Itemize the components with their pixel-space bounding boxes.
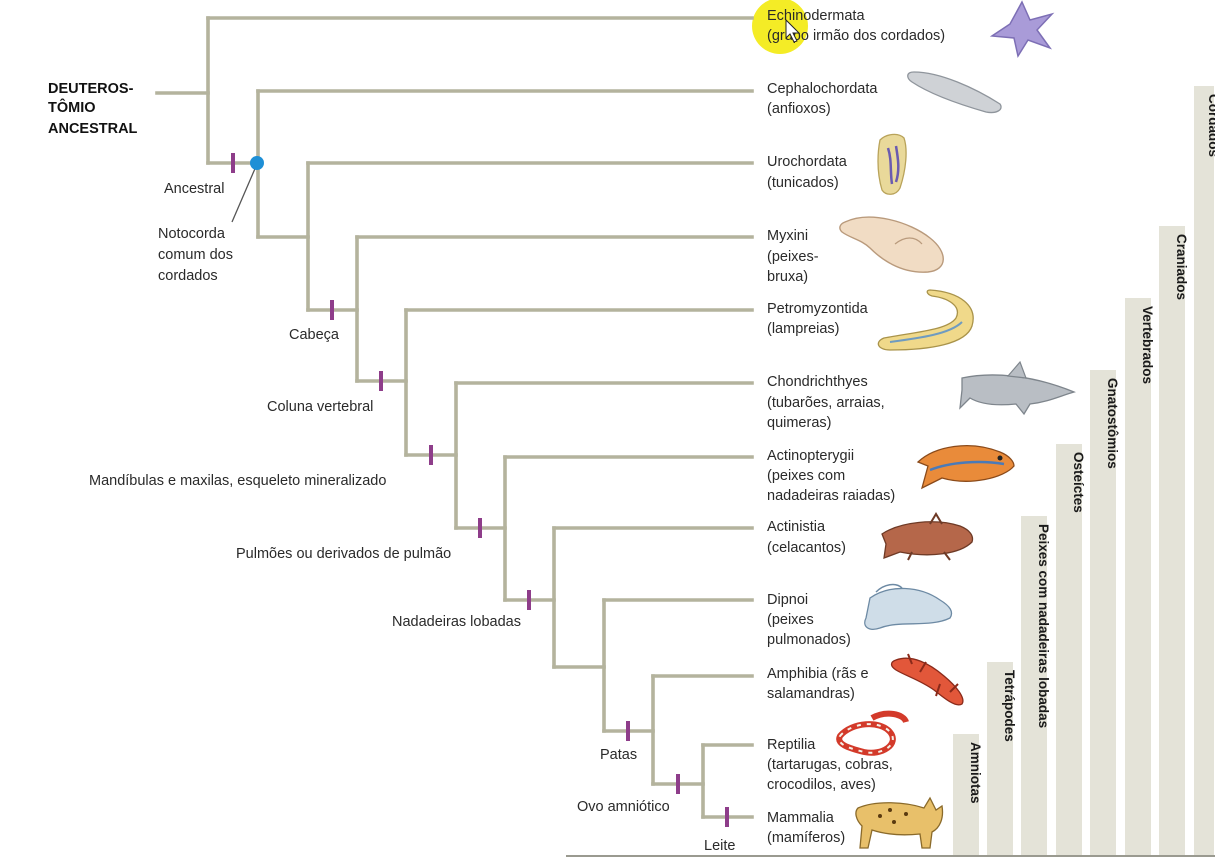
trait-label-patas: Patas bbox=[600, 747, 637, 763]
group-bar-5 bbox=[1056, 444, 1082, 856]
trait-marks bbox=[231, 153, 729, 827]
trait-label-nadadeiras: Nadadeiras lobadas bbox=[392, 614, 521, 630]
trait-mark-coluna bbox=[379, 371, 383, 391]
group-label-5: Osteíctes bbox=[1071, 452, 1086, 513]
group-label-7: Tetrápodes bbox=[1002, 670, 1017, 742]
group-label-6: Peixes com nadadeiras lobadas bbox=[1036, 524, 1051, 728]
group-bar-1 bbox=[1194, 86, 1214, 856]
group-label-4: Gnatostômios bbox=[1105, 378, 1120, 469]
lancelet-icon bbox=[907, 71, 1002, 114]
taxon-label-myxini: Myxini (peixes- bruxa) bbox=[767, 228, 823, 285]
tunicate-icon bbox=[877, 133, 907, 195]
group-bar-8 bbox=[953, 734, 979, 856]
group-label-2: Craniados bbox=[1174, 234, 1189, 300]
ray-finned-fish-icon bbox=[916, 445, 1015, 490]
trait-mark-ancestral bbox=[231, 153, 235, 173]
trait-mark-ovo bbox=[676, 774, 680, 794]
tree-branches bbox=[155, 16, 1215, 857]
root-label: DEUTEROS- TÔMIO ANCESTRAL bbox=[48, 81, 138, 137]
group-bar-4 bbox=[1090, 370, 1116, 856]
trait-label-leite: Leite bbox=[704, 838, 735, 854]
group-bar-6 bbox=[1021, 516, 1047, 856]
group-bar-7 bbox=[987, 662, 1013, 856]
snake-icon bbox=[836, 710, 909, 756]
group-bar-3 bbox=[1125, 298, 1151, 856]
trait-mark-mandibulas bbox=[429, 445, 433, 465]
group-label-3: Vertebrados bbox=[1140, 306, 1155, 384]
trait-label-ovo: Ovo amniótico bbox=[577, 799, 670, 815]
trait-label-notocorda: Notocorda comum dos cordados bbox=[158, 226, 237, 284]
salamander-icon bbox=[890, 653, 964, 706]
group-bar-2 bbox=[1159, 226, 1185, 856]
taxon-label-actinistia: Actinistia (celacantos) bbox=[767, 519, 846, 556]
trait-label-cabeca: Cabeça bbox=[289, 327, 340, 343]
trait-mark-patas bbox=[626, 721, 630, 741]
coelacanth-icon bbox=[881, 512, 974, 561]
trait-label-mandibulas: Mandíbulas e maxilas, esqueleto minerali… bbox=[89, 473, 386, 489]
taxon-label-urochordata: Urochordata (tunicados) bbox=[767, 154, 851, 191]
starfish-icon bbox=[989, 0, 1055, 58]
hagfish-icon bbox=[839, 216, 944, 273]
trait-mark-cabeca bbox=[330, 300, 334, 320]
lamprey-icon bbox=[877, 289, 974, 351]
trait-mark-pulmoes bbox=[478, 518, 482, 538]
notochord-dot bbox=[250, 156, 264, 170]
trait-label-ancestral: Ancestral bbox=[164, 181, 224, 197]
taxon-label-dipnoi: Dipnoi (peixes pulmonados) bbox=[767, 592, 851, 648]
trait-label-pulmoes: Pulmões ou derivados de pulmão bbox=[236, 546, 451, 562]
trait-mark-leite bbox=[725, 807, 729, 827]
trait-mark-nadadeiras bbox=[527, 590, 531, 610]
taxon-label-amphibia: Amphibia (rãs e salamandras) bbox=[767, 666, 873, 702]
taxon-label-mammalia: Mammalia (mamíferos) bbox=[767, 810, 845, 846]
lungfish-icon bbox=[864, 583, 953, 630]
trait-label-coluna: Coluna vertebral bbox=[267, 399, 373, 415]
lynx-icon bbox=[855, 796, 944, 849]
group-label-1: Cordados bbox=[1206, 94, 1215, 157]
mouse-cursor-icon bbox=[785, 18, 801, 43]
shark-icon bbox=[959, 360, 1076, 416]
taxon-label-reptilia: Reptilia (tartarugas, cobras, crocodilos… bbox=[767, 737, 897, 793]
taxon-label-chondrichthyes: Chondrichthyes (tubarões, arraias, quime… bbox=[767, 374, 889, 431]
taxon-label-petromyzontida: Petromyzontida (lampreias) bbox=[767, 301, 872, 337]
taxon-label-cephalochordata: Cephalochordata (anfioxos) bbox=[767, 81, 881, 117]
taxon-label-echinodermata: Echinodermata (grupo irmão dos cordados) bbox=[767, 8, 945, 44]
group-label-8: Amniotas bbox=[968, 742, 983, 804]
taxon-label-actinopterygii: Actinopterygii (peixes com nadadeiras ra… bbox=[767, 448, 895, 504]
